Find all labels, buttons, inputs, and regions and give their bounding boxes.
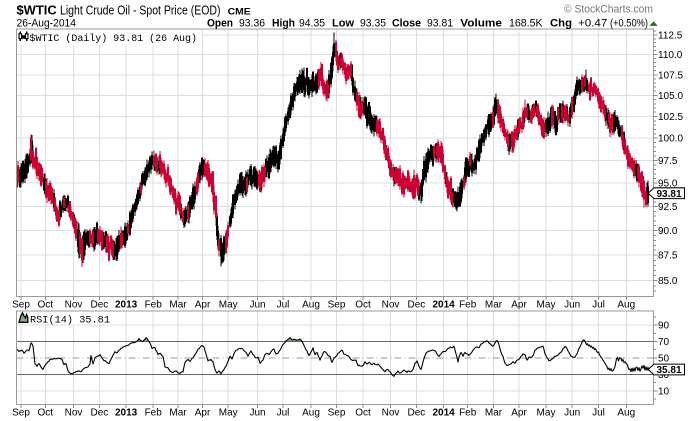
svg-text:Close: Close	[392, 17, 421, 29]
svg-text:Jul: Jul	[592, 408, 605, 419]
svg-text:100.0: 100.0	[658, 134, 683, 145]
svg-text:35.81: 35.81	[656, 365, 681, 376]
svg-text:93.35: 93.35	[360, 17, 386, 29]
svg-text:Jun: Jun	[249, 300, 265, 311]
svg-text:RSI(14) 35.81: RSI(14) 35.81	[30, 315, 110, 327]
svg-text:Nov: Nov	[382, 408, 400, 419]
svg-text:2014: 2014	[432, 408, 455, 419]
svg-text:Jul: Jul	[277, 408, 290, 419]
svg-text:Nov: Nov	[382, 300, 400, 311]
svg-text:95.0: 95.0	[658, 179, 678, 190]
svg-text:Open: Open	[207, 17, 233, 29]
svg-text:Sep: Sep	[12, 408, 30, 419]
svg-text:Low: Low	[332, 17, 354, 29]
svg-text:Aug: Aug	[617, 408, 635, 419]
svg-text:Jul: Jul	[592, 300, 605, 311]
svg-text:Jun: Jun	[249, 408, 265, 419]
svg-text:102.5: 102.5	[658, 112, 683, 123]
svg-text:Light Crude Oil - Spot Price (: Light Crude Oil - Spot Price (EOD)	[60, 2, 221, 17]
svg-text:High: High	[272, 17, 295, 29]
svg-text:Volume: Volume	[460, 17, 502, 29]
svg-text:26-Aug-2014: 26-Aug-2014	[17, 17, 77, 29]
svg-text:107.5: 107.5	[658, 70, 683, 81]
svg-text:105.0: 105.0	[658, 91, 683, 102]
svg-text:50: 50	[658, 353, 670, 364]
svg-text:110.0: 110.0	[658, 50, 683, 61]
svg-text:Dec: Dec	[408, 408, 426, 419]
svg-text:2013: 2013	[115, 408, 138, 419]
svg-text:Oct: Oct	[38, 300, 54, 311]
svg-text:Sep: Sep	[328, 300, 346, 311]
svg-text:Mar: Mar	[485, 408, 503, 419]
svg-text:Apr: Apr	[195, 408, 211, 419]
svg-text:May: May	[219, 300, 238, 311]
svg-text:Feb: Feb	[145, 408, 163, 419]
svg-text:Sep: Sep	[328, 408, 346, 419]
svg-text:Jul: Jul	[277, 300, 290, 311]
svg-text:Dec: Dec	[91, 408, 109, 419]
svg-text:92.5: 92.5	[658, 202, 678, 213]
svg-text:90: 90	[658, 321, 670, 332]
svg-text:$WTIC: $WTIC	[17, 2, 58, 17]
svg-text:Feb: Feb	[459, 408, 477, 419]
svg-text:168.5K: 168.5K	[509, 17, 543, 29]
svg-text:70: 70	[658, 337, 670, 348]
svg-text:+0.47: +0.47	[578, 17, 607, 29]
svg-text:2013: 2013	[115, 300, 138, 311]
svg-text:Apr: Apr	[511, 408, 527, 419]
svg-text:87.5: 87.5	[658, 251, 678, 262]
svg-text:Chg: Chg	[550, 17, 572, 29]
svg-text:85.0: 85.0	[658, 276, 678, 287]
svg-text:Feb: Feb	[459, 300, 477, 311]
svg-text:97.5: 97.5	[658, 156, 678, 167]
svg-text:Nov: Nov	[65, 300, 83, 311]
svg-text:May: May	[537, 300, 556, 311]
svg-text:Aug: Aug	[617, 300, 635, 311]
svg-text:(+0.50%): (+0.50%)	[610, 17, 648, 29]
svg-text:Mar: Mar	[169, 408, 187, 419]
svg-text:Aug: Aug	[302, 408, 320, 419]
svg-text:93.81: 93.81	[656, 189, 681, 200]
svg-text:Dec: Dec	[91, 300, 109, 311]
svg-text:CME: CME	[228, 6, 251, 17]
svg-text:Aug: Aug	[302, 300, 320, 311]
svg-text:May: May	[219, 408, 238, 419]
svg-text:Feb: Feb	[145, 300, 163, 311]
svg-text:Oct: Oct	[355, 408, 371, 419]
svg-text:Oct: Oct	[38, 408, 54, 419]
svg-text:93.36: 93.36	[239, 17, 265, 29]
svg-text:Apr: Apr	[511, 300, 527, 311]
svg-text:Apr: Apr	[195, 300, 211, 311]
svg-text:112.5: 112.5	[658, 30, 683, 41]
svg-text:10: 10	[658, 386, 670, 397]
svg-text:Mar: Mar	[485, 300, 503, 311]
svg-text:90.0: 90.0	[658, 226, 678, 237]
svg-text:Oct: Oct	[355, 300, 371, 311]
svg-text:May: May	[537, 408, 556, 419]
svg-text:Nov: Nov	[65, 408, 83, 419]
svg-text:$WTIC (Daily) 93.81 (26 Aug): $WTIC (Daily) 93.81 (26 Aug)	[30, 33, 198, 45]
svg-text:94.35: 94.35	[299, 17, 325, 29]
svg-text:Jun: Jun	[564, 300, 580, 311]
svg-text:Dec: Dec	[408, 300, 426, 311]
svg-text:93.81: 93.81	[427, 17, 453, 29]
svg-text:Jun: Jun	[564, 408, 580, 419]
svg-text:2014: 2014	[432, 300, 455, 311]
svg-text:Sep: Sep	[12, 300, 30, 311]
svg-text:© StockCharts.com: © StockCharts.com	[564, 3, 653, 15]
svg-text:Mar: Mar	[169, 300, 187, 311]
